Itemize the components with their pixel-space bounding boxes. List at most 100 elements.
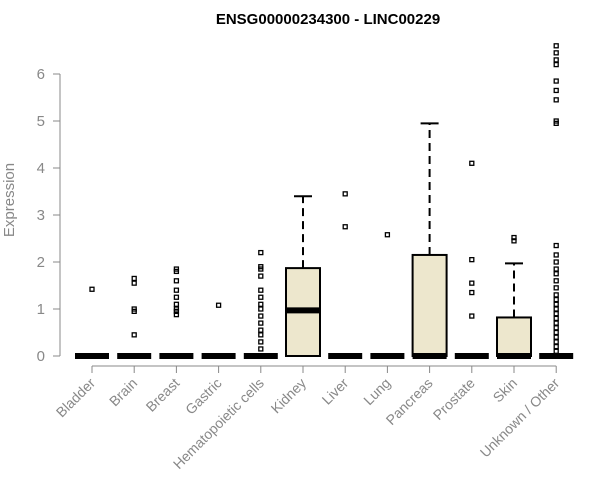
y-tick-label: 3 <box>37 207 45 224</box>
box-group <box>243 249 278 359</box>
outlier-point <box>553 343 559 350</box>
box-group <box>75 286 109 359</box>
outlier-point <box>469 289 475 296</box>
x-tick-label: Skin <box>490 375 521 406</box>
outlier-point <box>173 301 180 307</box>
outlier-point <box>258 327 264 333</box>
outlier-point <box>469 313 475 319</box>
box-group <box>496 234 532 359</box>
outlier-point <box>173 311 180 318</box>
outlier-point <box>173 294 180 300</box>
outlier-point <box>553 118 559 124</box>
outlier-point <box>258 306 264 312</box>
x-tick-label: Lung <box>360 375 393 408</box>
box-group <box>159 266 194 359</box>
outlier-point <box>553 315 559 322</box>
outlier-point <box>258 301 264 307</box>
outlier-point <box>553 242 559 249</box>
outlier-point <box>131 280 137 286</box>
outlier-point <box>258 294 264 300</box>
outlier-point <box>553 325 559 331</box>
outlier-point <box>131 332 137 338</box>
y-tick-label: 6 <box>37 66 45 83</box>
outlier-point <box>258 273 264 279</box>
outlier-point <box>553 50 559 56</box>
outlier-point <box>553 57 559 63</box>
outlier-point <box>89 286 95 292</box>
outlier-point <box>553 61 559 68</box>
box-group <box>411 122 448 359</box>
y-tick-label: 4 <box>37 160 45 177</box>
box-group <box>328 191 363 359</box>
y-axis: 0 1 2 3 4 5 6 <box>37 66 61 365</box>
x-tick-label: Brain <box>106 375 140 409</box>
x-tick-label: Breast <box>143 375 183 415</box>
outlier-point <box>553 320 559 326</box>
outlier-point <box>258 249 264 256</box>
outlier-point <box>342 224 348 230</box>
outlier-point <box>131 275 137 282</box>
outlier-point <box>553 278 559 284</box>
box-group <box>454 160 489 359</box>
y-tick-label: 2 <box>37 254 45 271</box>
outlier-point <box>258 346 264 352</box>
outlier-point <box>215 302 222 308</box>
outlier-point <box>173 266 180 272</box>
x-tick-label: Pancreas <box>383 375 436 428</box>
outlier-point <box>553 348 559 354</box>
outlier-point <box>469 160 475 166</box>
x-tick-label: Liver <box>319 375 352 408</box>
box-group <box>201 302 236 359</box>
box-group <box>285 195 321 357</box>
y-tick-label: 0 <box>37 348 45 365</box>
box-group <box>539 43 574 359</box>
y-axis-label: Expression <box>1 163 18 237</box>
outlier-point <box>469 256 475 263</box>
outlier-point <box>553 97 559 103</box>
chart-title: ENSG00000234300 - LINC00229 <box>216 11 440 28</box>
outlier-point <box>553 259 559 265</box>
box-iqr <box>496 316 532 357</box>
outlier-point <box>553 271 559 277</box>
outlier-point <box>553 296 559 303</box>
outlier-point <box>258 332 264 338</box>
outlier-point <box>258 287 264 293</box>
outlier-point <box>553 334 559 340</box>
box-iqr <box>411 253 448 357</box>
outlier-point <box>553 339 559 345</box>
outlier-point <box>258 320 264 326</box>
outlier-point <box>511 238 517 244</box>
outlier-point <box>553 43 559 49</box>
x-tick-label: Unknown / Other <box>477 375 563 461</box>
outlier-point <box>131 306 137 312</box>
outlier-point <box>258 339 264 345</box>
outlier-point <box>553 329 559 336</box>
outlier-point <box>553 266 559 272</box>
outlier-point <box>553 306 559 312</box>
outlier-point <box>173 287 180 293</box>
outlier-point <box>173 306 180 312</box>
box-group <box>370 232 405 359</box>
outlier-point <box>553 311 559 317</box>
outlier-point <box>553 301 559 307</box>
plot-area <box>75 43 574 359</box>
x-tick-label: Prostate <box>430 375 478 423</box>
outlier-point <box>258 313 264 319</box>
outlier-point <box>384 232 391 238</box>
outlier-point <box>553 292 559 298</box>
box-group <box>117 275 152 359</box>
y-tick-label: 5 <box>37 113 45 130</box>
y-tick-label: 1 <box>37 301 45 318</box>
outlier-point <box>173 278 180 284</box>
outlier-point <box>511 234 517 241</box>
x-tick-label: Bladder <box>53 375 99 421</box>
outlier-point <box>258 264 264 270</box>
outlier-point <box>553 252 559 258</box>
outlier-point <box>342 191 348 197</box>
outlier-point <box>469 280 475 286</box>
outlier-point <box>553 87 559 94</box>
outlier-point <box>553 78 559 84</box>
x-tick-label: Kidney <box>268 375 310 417</box>
